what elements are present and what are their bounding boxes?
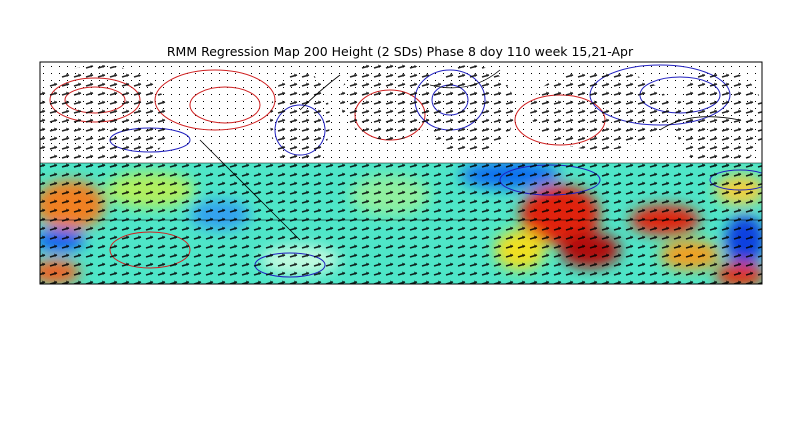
map-frame — [39, 61, 763, 285]
wind-vectors — [40, 62, 762, 284]
reference-lines — [40, 162, 762, 221]
coastlines — [199, 69, 741, 241]
map-title: RMM Regression Map 200 Height (2 SDs) Ph… — [167, 44, 634, 59]
map-area — [40, 62, 762, 284]
